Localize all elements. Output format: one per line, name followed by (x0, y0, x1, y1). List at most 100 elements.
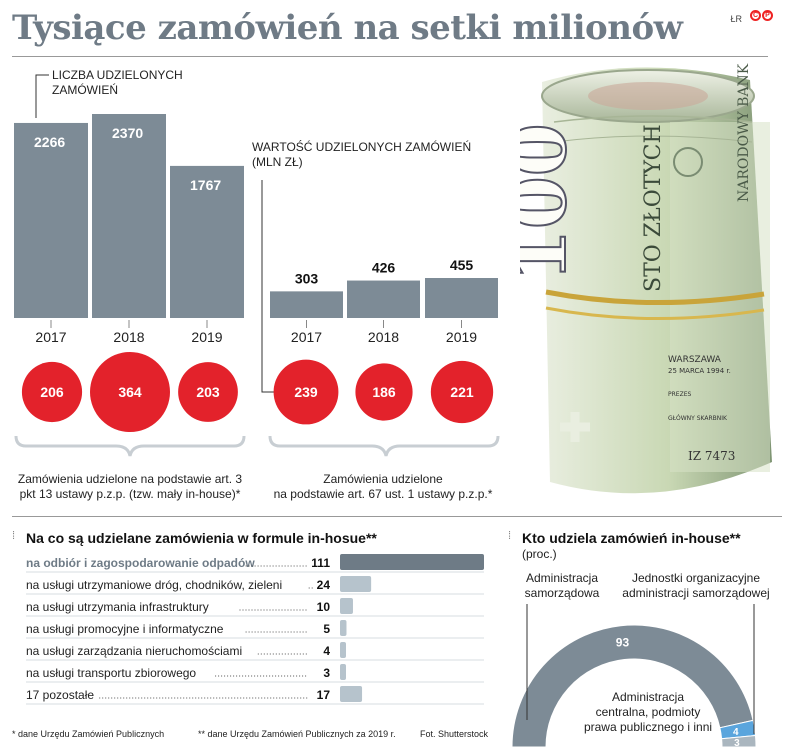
hbar-0 (340, 554, 484, 570)
left-value-label: 2370 (112, 125, 143, 141)
hbar-value-label: 24 (317, 578, 331, 592)
pie-label-right-line2: administracji samorządowej (622, 586, 770, 600)
hbar-value-label: 111 (311, 556, 330, 570)
hbar-value-label: 4 (323, 644, 330, 658)
footnote-1: * dane Urzędu Zamówień Publicznych (12, 729, 165, 739)
right-bubble-value: 239 (294, 384, 318, 400)
hbar-category-label: na usługi zarządzania nieruchomościami (26, 644, 242, 658)
left-value-label: 1767 (190, 177, 221, 193)
right-year-label: 2017 (291, 329, 322, 345)
right-bracket (268, 435, 500, 457)
logo-p-icon: P (762, 10, 773, 21)
pie-chart-subtitle: (proc.) (522, 547, 557, 561)
bullet-icon-left: ⁞ (12, 530, 16, 542)
roll-inner-top (588, 82, 708, 110)
bracket-lines (14, 435, 500, 457)
pie-label-bottom-line2: centralna, podmioty (595, 705, 701, 719)
hbar-category-label: na odbiór i zagospodarowanie odpadów (26, 556, 255, 570)
svg-text:25 MARCA 1994 r.: 25 MARCA 1994 r. (668, 367, 731, 375)
right-year-label: 2018 (368, 329, 399, 345)
right-bubble-2017 (273, 359, 339, 425)
left-bubble-value: 364 (118, 384, 142, 400)
right-bubble-2018 (355, 363, 413, 421)
caption-left-line1: Zamówienia udzielone na podstawie art. 3 (17, 472, 243, 486)
right-chart-label-line2: (MLN ZŁ) (252, 155, 303, 169)
right-value-label: 426 (372, 260, 396, 276)
svg-text:100: 100 (520, 123, 583, 282)
hbar-category-label: na usługi utrzymaniowe dróg, chodników, … (26, 578, 282, 592)
connector-lines (35, 74, 276, 393)
svg-text:PREZES: PREZES (668, 391, 691, 398)
hbar-category-label: na usługi promocyjne i informatyczne (26, 622, 224, 636)
pie-label-left-line2: samorządowa (524, 586, 600, 600)
section-divider (12, 516, 782, 517)
pie-label-bottom-line1: Administracja (611, 690, 685, 704)
logo-c-icon: C (750, 10, 761, 21)
hbar-4 (340, 642, 346, 658)
hbar-category-label: 17 pozostałe (26, 688, 94, 702)
page-title: Tysiące zamówień na setki milionów (12, 8, 683, 48)
pie-label-bottom-line3: prawa publicznego i inni (583, 720, 713, 734)
banknote-roll-photo: 100 STO ZŁOTYCH NARODOWY BANK POLSKI WAR… (520, 62, 772, 494)
horizontal-bar-chart: na odbiór i zagospodarowanie odpadów 111 n… (26, 554, 484, 705)
right-bar-2017 (270, 291, 343, 318)
hbar-6 (340, 686, 363, 702)
svg-text:STO ZŁOTYCH: STO ZŁOTYCH (641, 124, 666, 292)
rubber-band (545, 289, 765, 306)
left-chart-label-line2: ZAMÓWIEŃ (52, 83, 118, 97)
hbar-value-label: 10 (317, 600, 331, 614)
caption-right-line1: Zamówienia udzielone (323, 472, 443, 486)
donut-slice-0 (511, 624, 754, 747)
left-bubble-2017 (21, 361, 83, 423)
left-bar-series: 2266 2017 2370 2018 1767 2019 (14, 114, 244, 345)
caption-left-line2: pkt 13 ustawy p.z.p. (tzw. mały in-house… (19, 487, 241, 501)
left-bubble-2018 (90, 352, 170, 432)
hbar-value-label: 5 (323, 622, 330, 636)
left-bracket (14, 435, 246, 457)
left-bubble-value: 206 (40, 384, 64, 400)
right-year-label: 2019 (446, 329, 477, 345)
pie-label-right-line1: Jednostki organizacyjne (631, 571, 761, 585)
right-bubble-value: 221 (450, 384, 474, 400)
hbar-5 (340, 664, 346, 680)
hbar-category-label: na usługi utrzymania infrastruktury (26, 600, 209, 614)
eagle-emblem (673, 147, 703, 177)
left-bar-2017 (14, 122, 88, 318)
right-value-label: 455 (450, 257, 474, 273)
footnote-2: ** dane Urzędu Zamówień Publicznych za 2… (198, 729, 396, 739)
left-value-label: 2266 (34, 134, 65, 150)
svg-text:IZ 7473: IZ 7473 (688, 449, 735, 463)
donut-value-label: 3 (734, 738, 740, 747)
svg-text:GŁÓWNY SKARBNIK: GŁÓWNY SKARBNIK (668, 415, 728, 422)
right-bar-2018 (347, 280, 420, 318)
right-chart-label-line1: WARTOŚĆ UDZIELONYCH ZAMÓWIEŃ (252, 140, 472, 154)
left-bar-2019 (170, 165, 244, 318)
left-bubble-2019 (178, 362, 238, 422)
photo-credit: Fot. Shutterstock (420, 729, 489, 739)
half-donut-chart: 93 43 (511, 604, 757, 747)
left-label-connector (35, 74, 49, 118)
left-bar-2018 (92, 114, 166, 318)
right-bubble-value: 186 (372, 384, 396, 400)
hbar-1 (340, 576, 372, 592)
pie-label-left-line1: Administracja (525, 571, 599, 585)
left-year-label: 2019 (191, 329, 222, 345)
cross-mark (560, 412, 590, 442)
donut-slice-2 (721, 734, 757, 747)
right-value-label: 303 (295, 270, 319, 286)
left-bubble-value: 203 (196, 384, 220, 400)
svg-text:NARODOWY BANK POLSKI: NARODOWY BANK POLSKI (736, 62, 752, 202)
hbar-value-label: 17 (317, 688, 331, 702)
author-credit: ŁR (730, 14, 742, 24)
hbar-2 (340, 598, 353, 614)
bubble-series: 206 364 203 239 186 221 (21, 352, 494, 432)
pie-chart-title: Kto udziela zamówień in-house** (522, 530, 741, 546)
publisher-logo: C P (750, 10, 774, 24)
left-year-label: 2017 (35, 329, 66, 345)
top-rule (12, 56, 768, 57)
hbar-category-label: na usługi transportu zbiorowego (26, 666, 196, 680)
right-bar-2019 (425, 278, 498, 318)
hbar-value-label: 3 (323, 666, 330, 680)
donut-value-label: 4 (733, 727, 739, 738)
